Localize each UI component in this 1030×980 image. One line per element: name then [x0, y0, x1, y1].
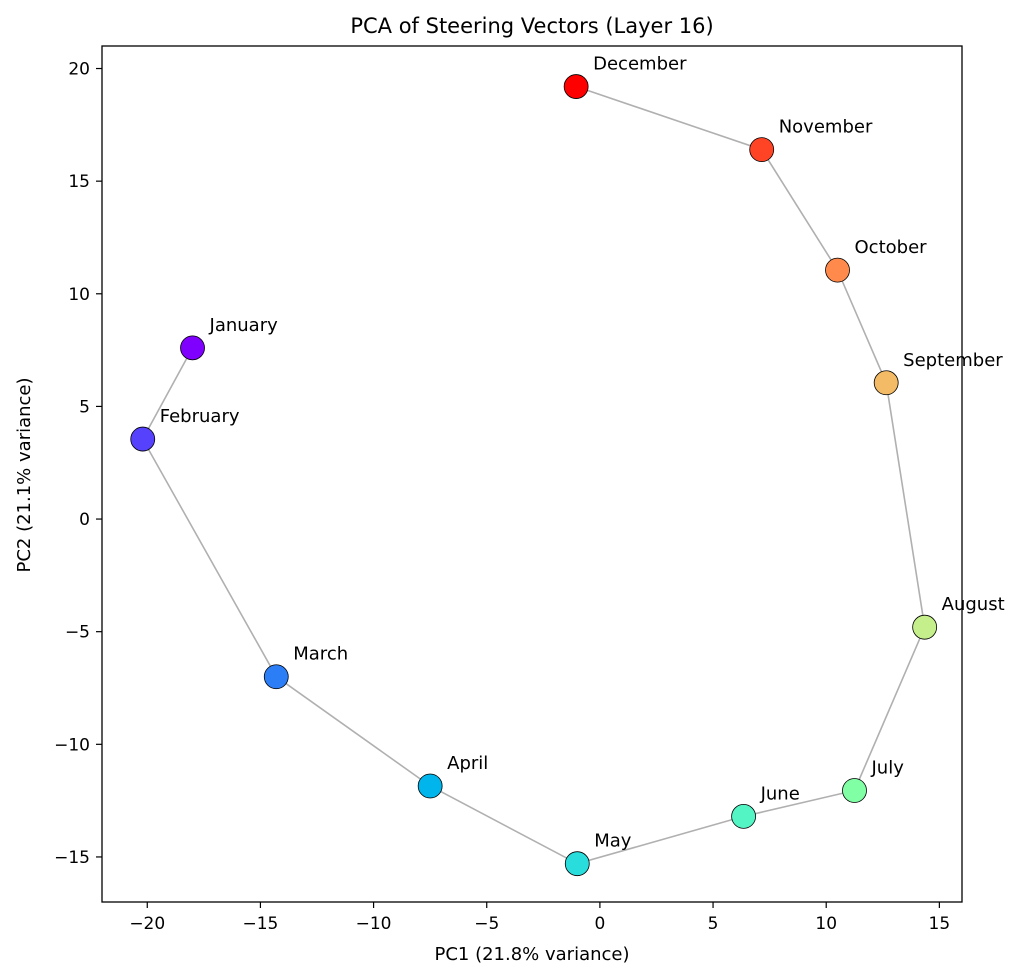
point-label-may: May	[594, 831, 632, 852]
point-label-february: February	[160, 406, 240, 427]
data-point-october	[825, 257, 850, 283]
y-tick-label: 15	[68, 172, 90, 192]
data-point-august	[912, 614, 938, 640]
data-point-september	[873, 370, 899, 396]
x-tick-label: 10	[815, 914, 837, 934]
plot-area: January February March April May June July Augu…	[130, 54, 1005, 877]
x-tick-label: 0	[594, 914, 605, 934]
data-point-february	[130, 426, 156, 452]
y-tick-label: 20	[68, 60, 90, 80]
y-tick-label: −5	[65, 623, 90, 643]
point-label-october: October	[855, 237, 928, 258]
point-label-december: December	[593, 54, 687, 75]
y-axis-ticks: −15 −10 −5 0 5 10 15 20	[54, 60, 102, 868]
data-point-march	[263, 664, 289, 690]
y-tick-label: 10	[68, 285, 90, 305]
y-tick-label: −10	[54, 735, 90, 755]
x-tick-label: 5	[708, 914, 719, 934]
plot-frame	[101, 45, 963, 903]
x-tick-label: 15	[929, 914, 951, 934]
x-tick-label: −10	[356, 914, 392, 934]
data-point-july	[842, 778, 867, 803]
point-label-june: June	[760, 783, 800, 804]
series-line	[141, 85, 926, 865]
y-tick-label: −15	[54, 848, 90, 868]
point-label-november: November	[779, 117, 873, 138]
data-point-november	[749, 137, 775, 163]
point-label-july: July	[871, 757, 905, 778]
x-axis-label: PC1 (21.8% variance)	[434, 944, 629, 965]
data-point-january	[180, 335, 205, 361]
x-tick-label: −15	[242, 914, 278, 934]
y-tick-label: 5	[79, 397, 90, 417]
point-label-september: September	[903, 350, 1003, 371]
point-label-august: August	[942, 594, 1005, 615]
y-axis-label: PC2 (21.1% variance)	[14, 377, 35, 572]
x-tick-label: −5	[474, 914, 499, 934]
x-tick-label: −20	[129, 914, 165, 934]
point-label-january: January	[209, 315, 279, 336]
data-point-april	[417, 773, 443, 799]
y-tick-label: 0	[79, 510, 90, 530]
data-point-december	[563, 74, 589, 99]
x-axis-ticks: −20 −15 −10 −5 0 5 10 15	[129, 902, 950, 934]
chart-title: PCA of Steering Vectors (Layer 16)	[350, 14, 713, 38]
data-point-may	[564, 851, 590, 877]
point-label-april: April	[447, 753, 488, 774]
point-label-march: March	[293, 644, 348, 665]
data-point-june	[731, 804, 757, 829]
